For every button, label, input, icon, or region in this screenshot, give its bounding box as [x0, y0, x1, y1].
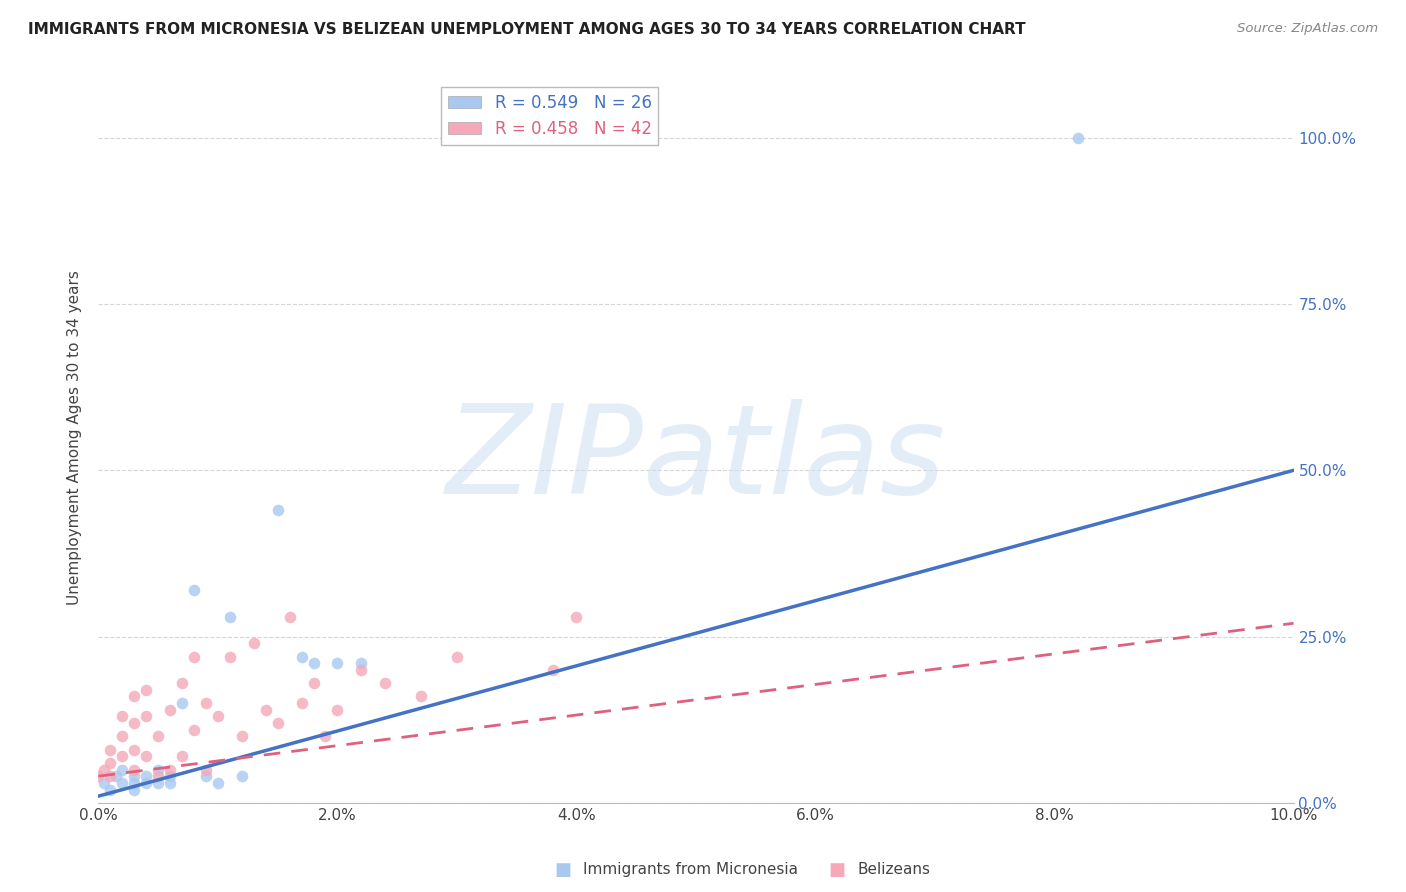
Point: [111, 749, 134, 764]
Text: Belizeans: Belizeans: [858, 863, 931, 877]
Point: [124, 690, 146, 704]
Point: [124, 782, 146, 797]
Point: [148, 763, 170, 777]
Point: [111, 729, 134, 743]
Point: [93, 763, 115, 777]
Point: [159, 703, 181, 717]
Point: [326, 703, 349, 717]
Point: [100, 742, 122, 756]
Point: [291, 696, 314, 710]
Point: [135, 709, 157, 723]
Point: [231, 769, 253, 783]
Point: [111, 709, 134, 723]
Point: [183, 649, 205, 664]
Point: [124, 769, 146, 783]
Point: [267, 503, 290, 517]
Point: [111, 763, 134, 777]
Point: [135, 769, 157, 783]
Point: [1067, 131, 1090, 145]
Point: [124, 763, 146, 777]
Point: [195, 763, 218, 777]
Point: [302, 676, 325, 690]
Point: [111, 776, 134, 790]
Point: [135, 749, 157, 764]
Legend: R = 0.549   N = 26, R = 0.458   N = 42: R = 0.549 N = 26, R = 0.458 N = 42: [441, 87, 658, 145]
Point: [243, 636, 266, 650]
Point: [231, 729, 253, 743]
Point: [302, 656, 325, 670]
Point: [207, 709, 229, 723]
Point: [411, 690, 433, 704]
Point: [267, 716, 290, 731]
Point: [219, 649, 242, 664]
Point: [172, 676, 194, 690]
Point: [87, 769, 110, 783]
Point: [124, 742, 146, 756]
Point: [124, 716, 146, 731]
Text: IMMIGRANTS FROM MICRONESIA VS BELIZEAN UNEMPLOYMENT AMONG AGES 30 TO 34 YEARS CO: IMMIGRANTS FROM MICRONESIA VS BELIZEAN U…: [28, 22, 1026, 37]
Point: [93, 776, 115, 790]
Point: [326, 656, 349, 670]
Point: [100, 782, 122, 797]
Point: [374, 676, 396, 690]
Point: [350, 656, 373, 670]
Text: Immigrants from Micronesia: Immigrants from Micronesia: [583, 863, 799, 877]
Point: [254, 703, 277, 717]
Text: ■: ■: [554, 861, 571, 879]
Point: [100, 756, 122, 770]
Point: [172, 749, 194, 764]
Point: [350, 663, 373, 677]
Point: [195, 769, 218, 783]
Point: [195, 696, 218, 710]
Point: [183, 723, 205, 737]
Point: [100, 769, 122, 783]
Point: [207, 776, 229, 790]
Text: ZIPatlas: ZIPatlas: [446, 399, 946, 519]
Point: [278, 609, 301, 624]
Point: [446, 649, 468, 664]
Point: [135, 682, 157, 697]
Point: [159, 776, 181, 790]
Point: [148, 729, 170, 743]
Point: [183, 582, 205, 597]
Text: ■: ■: [828, 861, 845, 879]
Point: [291, 649, 314, 664]
Point: [315, 729, 337, 743]
Point: [541, 663, 564, 677]
Point: [135, 776, 157, 790]
Y-axis label: Unemployment Among Ages 30 to 34 years: Unemployment Among Ages 30 to 34 years: [67, 269, 83, 605]
Point: [148, 769, 170, 783]
Point: [159, 769, 181, 783]
Point: [124, 776, 146, 790]
Point: [219, 609, 242, 624]
Point: [105, 769, 128, 783]
Point: [565, 609, 588, 624]
Point: [159, 763, 181, 777]
Text: Source: ZipAtlas.com: Source: ZipAtlas.com: [1237, 22, 1378, 36]
Point: [148, 776, 170, 790]
Point: [172, 696, 194, 710]
